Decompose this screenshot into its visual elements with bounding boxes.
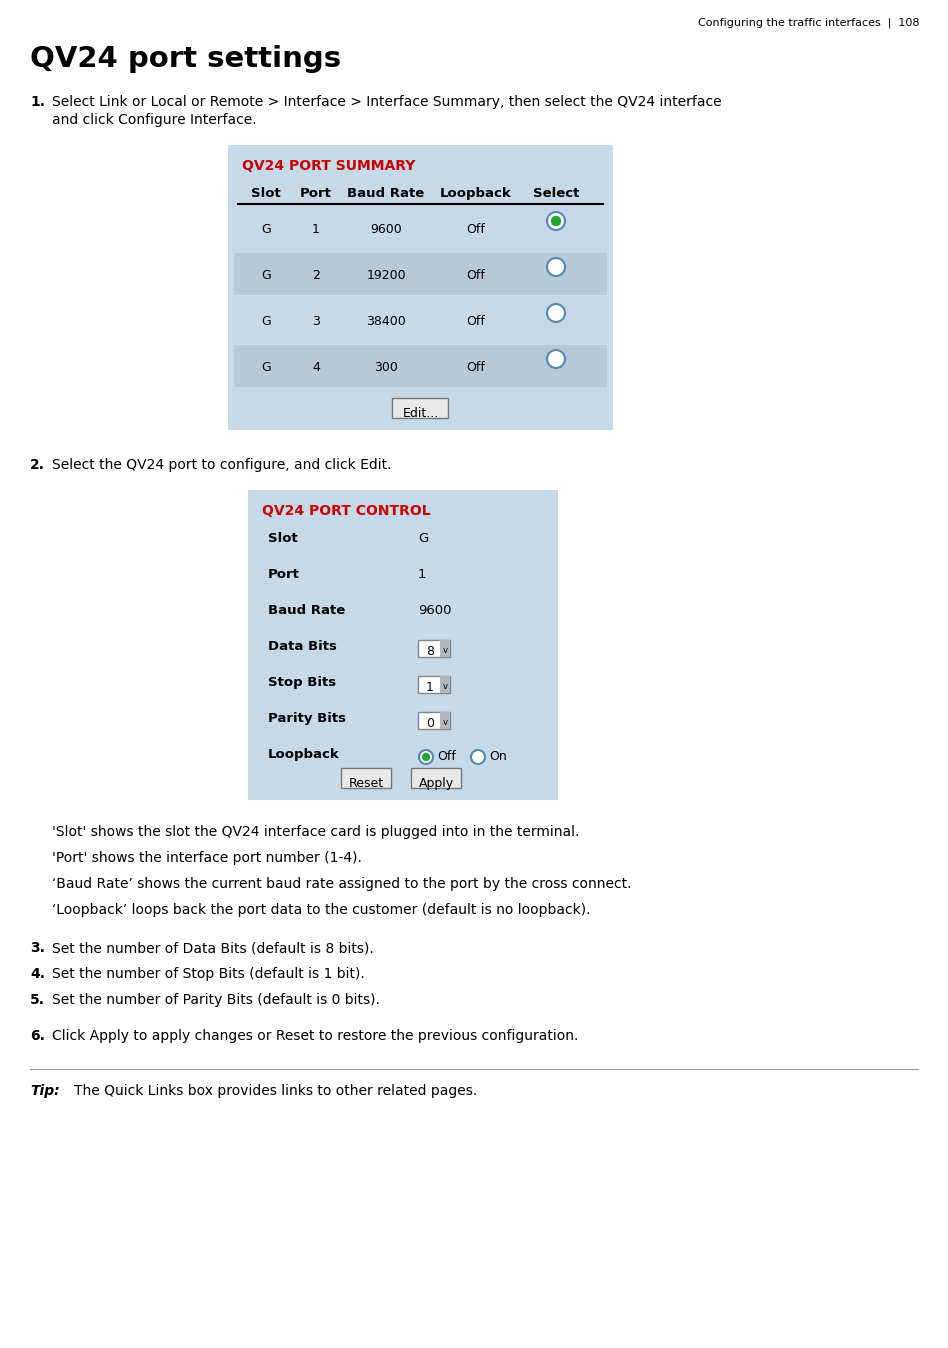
Text: v: v xyxy=(443,718,447,727)
FancyBboxPatch shape xyxy=(418,640,450,656)
Text: v: v xyxy=(443,682,447,692)
Text: 1: 1 xyxy=(312,222,319,236)
Text: 1: 1 xyxy=(426,681,434,694)
Text: Loopback: Loopback xyxy=(440,187,512,200)
FancyBboxPatch shape xyxy=(440,675,450,693)
Circle shape xyxy=(552,217,560,225)
Text: Select Link or Local or Remote > Interface > Interface Summary, then select the : Select Link or Local or Remote > Interfa… xyxy=(52,94,721,109)
Text: 'Slot' shows the slot the QV24 interface card is plugged into in the terminal.: 'Slot' shows the slot the QV24 interface… xyxy=(52,825,579,838)
Text: On: On xyxy=(489,749,507,763)
FancyBboxPatch shape xyxy=(234,345,607,387)
Text: 9600: 9600 xyxy=(370,222,402,236)
Text: QV24 PORT SUMMARY: QV24 PORT SUMMARY xyxy=(242,159,415,173)
Text: Slot: Slot xyxy=(268,532,298,545)
Text: ‘Loopback’ loops back the port data to the customer (default is no loopback).: ‘Loopback’ loops back the port data to t… xyxy=(52,903,591,917)
FancyBboxPatch shape xyxy=(411,768,461,789)
Text: 4.: 4. xyxy=(30,967,45,981)
Circle shape xyxy=(419,749,433,764)
FancyBboxPatch shape xyxy=(418,675,450,693)
Text: G: G xyxy=(261,315,271,328)
FancyBboxPatch shape xyxy=(440,640,450,656)
Text: The Quick Links box provides links to other related pages.: The Quick Links box provides links to ot… xyxy=(74,1084,477,1099)
Text: Parity Bits: Parity Bits xyxy=(268,712,346,725)
Text: and click Configure Interface.: and click Configure Interface. xyxy=(52,113,257,127)
FancyBboxPatch shape xyxy=(392,398,448,418)
Circle shape xyxy=(547,257,565,276)
Circle shape xyxy=(547,350,565,368)
Text: Reset: Reset xyxy=(349,776,384,790)
Text: Port: Port xyxy=(268,568,300,581)
Text: 5.: 5. xyxy=(30,993,45,1007)
Text: Off: Off xyxy=(466,222,485,236)
Text: ‘Baud Rate’ shows the current baud rate assigned to the port by the cross connec: ‘Baud Rate’ shows the current baud rate … xyxy=(52,878,631,891)
Text: 19200: 19200 xyxy=(366,270,406,282)
Text: 6.: 6. xyxy=(30,1029,45,1043)
Text: Set the number of Parity Bits (default is 0 bits).: Set the number of Parity Bits (default i… xyxy=(52,993,380,1007)
FancyBboxPatch shape xyxy=(234,253,607,295)
Text: QV24 port settings: QV24 port settings xyxy=(30,44,341,73)
Text: Apply: Apply xyxy=(418,776,453,790)
Text: 9600: 9600 xyxy=(418,604,451,617)
Circle shape xyxy=(423,754,429,760)
Text: Select: Select xyxy=(533,187,579,200)
Text: Stop Bits: Stop Bits xyxy=(268,675,337,689)
FancyBboxPatch shape xyxy=(440,712,450,729)
Text: Set the number of Stop Bits (default is 1 bit).: Set the number of Stop Bits (default is … xyxy=(52,967,365,981)
Text: G: G xyxy=(418,532,428,545)
Text: Configuring the traffic interfaces  |  108: Configuring the traffic interfaces | 108 xyxy=(699,18,920,28)
FancyBboxPatch shape xyxy=(248,491,558,799)
Circle shape xyxy=(547,212,565,231)
Text: Off: Off xyxy=(437,749,456,763)
Text: Select the QV24 port to configure, and click Edit.: Select the QV24 port to configure, and c… xyxy=(52,458,392,472)
Text: 0: 0 xyxy=(426,717,434,731)
Text: 2.: 2. xyxy=(30,458,45,472)
Text: 2: 2 xyxy=(312,270,319,282)
Text: v: v xyxy=(443,646,447,655)
Text: Data Bits: Data Bits xyxy=(268,640,337,652)
Text: Off: Off xyxy=(466,315,485,328)
Text: Baud Rate: Baud Rate xyxy=(347,187,425,200)
Text: Slot: Slot xyxy=(251,187,281,200)
FancyBboxPatch shape xyxy=(341,768,391,789)
Text: QV24 PORT CONTROL: QV24 PORT CONTROL xyxy=(262,504,430,518)
Text: 'Port' shows the interface port number (1-4).: 'Port' shows the interface port number (… xyxy=(52,851,362,865)
Text: 1: 1 xyxy=(418,568,427,581)
FancyBboxPatch shape xyxy=(418,712,450,729)
Text: Tip:: Tip: xyxy=(30,1084,60,1099)
FancyBboxPatch shape xyxy=(228,146,613,430)
Text: Loopback: Loopback xyxy=(268,748,339,762)
Text: Click Apply to apply changes or Reset to restore the previous configuration.: Click Apply to apply changes or Reset to… xyxy=(52,1029,578,1043)
Text: Set the number of Data Bits (default is 8 bits).: Set the number of Data Bits (default is … xyxy=(52,941,374,954)
Text: G: G xyxy=(261,270,271,282)
Circle shape xyxy=(471,749,485,764)
Text: Port: Port xyxy=(301,187,332,200)
Text: G: G xyxy=(261,222,271,236)
Text: Baud Rate: Baud Rate xyxy=(268,604,345,617)
Text: 3: 3 xyxy=(312,315,319,328)
Text: 38400: 38400 xyxy=(366,315,406,328)
Text: Off: Off xyxy=(466,361,485,373)
Text: Off: Off xyxy=(466,270,485,282)
Text: 4: 4 xyxy=(312,361,319,373)
Text: 3.: 3. xyxy=(30,941,45,954)
Text: 8: 8 xyxy=(426,644,434,658)
Text: 1.: 1. xyxy=(30,94,45,109)
Text: Edit...: Edit... xyxy=(402,407,439,421)
Text: 300: 300 xyxy=(374,361,398,373)
Circle shape xyxy=(547,305,565,322)
Text: G: G xyxy=(261,361,271,373)
